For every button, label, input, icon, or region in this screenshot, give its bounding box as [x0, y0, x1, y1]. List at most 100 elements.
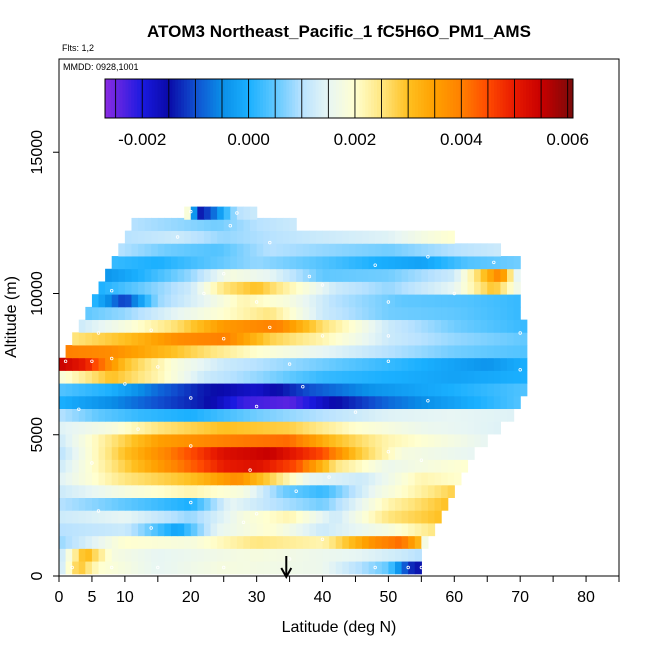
- heatmap-cell: [375, 497, 383, 511]
- colorbar-swatch: [131, 79, 135, 118]
- heatmap-cell: [309, 548, 317, 562]
- heatmap-cell: [72, 434, 80, 448]
- heatmap-cell: [250, 472, 258, 486]
- heatmap-cell: [322, 230, 330, 244]
- heatmap-cell: [487, 408, 495, 422]
- heatmap-cell: [480, 434, 488, 448]
- heatmap-cell: [276, 370, 284, 384]
- sample-point: [189, 444, 193, 448]
- heatmap-cell: [322, 510, 330, 524]
- heatmap-cell: [151, 459, 159, 473]
- heatmap-cell: [447, 383, 455, 397]
- heatmap-cell: [171, 459, 179, 473]
- heatmap-cell: [401, 561, 409, 575]
- heatmap-cell: [421, 510, 429, 524]
- heatmap-cell: [78, 395, 86, 410]
- heatmap-cell: [329, 357, 337, 371]
- heatmap-cell: [171, 523, 179, 537]
- colorbar-swatch: [347, 79, 352, 118]
- heatmap-cell: [118, 256, 126, 270]
- heatmap-cell: [329, 281, 337, 295]
- heatmap-cell: [421, 357, 429, 371]
- heatmap-cell: [395, 383, 403, 397]
- heatmap-cell: [236, 434, 245, 448]
- colorbar-swatch: [137, 79, 141, 118]
- sample-point: [109, 565, 114, 570]
- colorbar-swatch: [330, 79, 334, 118]
- x-tick-label: 50: [380, 589, 398, 606]
- heatmap-cell: [217, 306, 225, 321]
- heatmap-cell: [276, 281, 284, 295]
- colorbar-frame: [104, 78, 574, 119]
- heatmap-cell: [388, 306, 396, 321]
- heatmap-cell: [322, 319, 330, 333]
- heatmap-cell: [177, 332, 185, 346]
- heatmap-cell: [269, 357, 278, 371]
- heatmap-cell: [177, 446, 185, 460]
- heatmap-cell: [217, 510, 225, 524]
- heatmap-cell: [138, 306, 146, 321]
- heatmap-cell: [138, 243, 146, 257]
- heatmap-cell: [309, 434, 317, 448]
- heatmap-cell: [243, 472, 251, 486]
- colorbar-swatch: [309, 79, 314, 118]
- heatmap-cell: [72, 535, 80, 549]
- heatmap-cell: [197, 243, 205, 257]
- heatmap-cell: [138, 446, 146, 460]
- colorbar-swatch: [248, 79, 252, 118]
- heatmap-cell: [197, 421, 205, 435]
- colorbar-swatch: [143, 79, 147, 118]
- heatmap-cell: [507, 306, 515, 321]
- heatmap-cell: [256, 472, 264, 486]
- heatmap-cell: [434, 370, 442, 384]
- heatmap-cell: [236, 230, 245, 244]
- heatmap-cell: [210, 446, 218, 460]
- heatmap-cell: [388, 383, 396, 397]
- heatmap-cell: [309, 268, 317, 282]
- colorbar-swatch: [502, 79, 507, 118]
- heatmap-cell: [368, 548, 376, 562]
- heatmap-cell: [91, 497, 100, 511]
- heatmap-cell: [381, 383, 390, 397]
- heatmap-cell: [151, 230, 159, 244]
- heatmap-cell: [408, 370, 416, 384]
- heatmap-cell: [375, 230, 383, 244]
- heatmap-cell: [184, 523, 192, 537]
- heatmap-cell: [230, 523, 238, 537]
- colorbar-swatch: [479, 79, 483, 118]
- heatmap-cell: [467, 370, 475, 384]
- heatmap-cell: [171, 408, 179, 422]
- heatmap-cell: [250, 395, 258, 410]
- heatmap-cell: [480, 294, 488, 308]
- heatmap-cell: [164, 332, 172, 346]
- heatmap-cell: [269, 319, 278, 333]
- heatmap-cell: [131, 370, 139, 384]
- heatmap-cell: [243, 345, 251, 359]
- heatmap-cell: [236, 357, 245, 371]
- heatmap-cell: [111, 535, 119, 549]
- sample-point: [268, 325, 272, 330]
- heatmap-cell: [138, 523, 146, 537]
- heatmap-cell: [98, 510, 106, 524]
- heatmap-cell: [250, 294, 258, 308]
- heatmap-cell: [171, 561, 179, 575]
- heatmap-cell: [98, 548, 106, 562]
- heatmap-cell: [263, 294, 271, 308]
- heatmap-cell: [355, 383, 363, 397]
- heatmap-cell: [223, 230, 231, 244]
- colorbar-swatch: [192, 79, 197, 118]
- heatmap-cell: [395, 294, 403, 308]
- heatmap-cell: [65, 497, 73, 511]
- heatmap-cell: [329, 345, 337, 359]
- heatmap-cell: [236, 345, 245, 359]
- heatmap-cell: [65, 408, 73, 422]
- heatmap-cell: [98, 294, 106, 308]
- heatmap-cell: [289, 446, 297, 460]
- heatmap-cell: [362, 446, 370, 460]
- heatmap-cell: [395, 332, 403, 346]
- heatmap-cell: [381, 395, 390, 410]
- heatmap-cell: [401, 421, 409, 435]
- heatmap-cell: [315, 230, 324, 244]
- heatmap-cell: [85, 395, 93, 410]
- heatmap-cell: [467, 281, 475, 295]
